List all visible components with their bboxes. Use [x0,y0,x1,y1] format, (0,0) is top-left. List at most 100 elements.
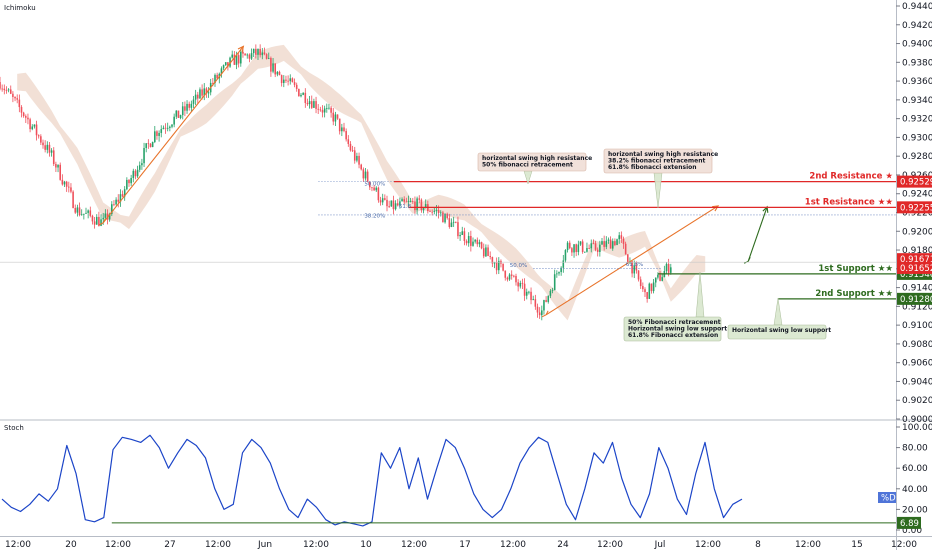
candle-body [489,256,491,258]
candle-body [390,200,393,207]
candle-body [212,82,214,84]
level-price-tag [897,175,932,188]
candle-body [386,199,388,207]
uptrend-arrow-head [237,45,245,53]
level-4: 2nd Support ★★ 0.91280 [778,289,932,305]
callout-box [477,152,587,172]
candle-body [455,221,457,223]
candle-body [50,150,53,153]
candle-body [315,101,317,109]
candle-body [667,263,670,273]
fib-label: 61.8% [626,262,643,268]
candle-body [439,212,442,214]
extension-arrow-tail [541,310,549,318]
candle-body [126,179,128,190]
time-axis-tick-label: 12:00 [401,540,427,550]
candle-body [510,274,513,276]
candle-body [323,108,326,113]
candle-body [145,143,147,148]
candle-body [487,247,489,257]
candle-body [65,181,68,187]
time-axis-tick-label: 8 [755,540,761,550]
candle-body [134,170,137,177]
candle-body [560,267,562,273]
candle-body [111,204,113,215]
candle-body [338,118,341,132]
candle-body [68,186,70,188]
candle-body [33,124,36,127]
candle-body [431,211,433,213]
candle-body [310,101,313,108]
callout-text-line: 61.8% Fibonacci extension [628,332,718,339]
candle-body [74,207,77,213]
candle-body [242,51,244,54]
candle-body [192,99,195,104]
candle-body [407,201,410,202]
candle-body [42,142,44,146]
candle-body [18,99,21,108]
time-axis-tick-label: 12:00 [597,540,623,550]
stoch-d-line [1,434,743,527]
candle-body [624,243,627,255]
stoch-axis-tick-label: 40.00 [902,485,928,495]
candle-body [184,106,186,111]
candle-body [442,212,444,223]
candle-body [403,199,405,202]
candle-body [618,235,620,240]
candle-body [274,63,276,75]
candle-body [452,221,455,223]
candle-body [541,310,543,316]
candle-body [566,242,569,251]
candle-body [261,52,264,56]
candle-body [424,204,427,208]
level-price-text: 0.91546 [900,270,932,280]
candle-body [147,143,150,145]
candle-body [558,272,560,274]
callout-text-line: horizontal swing high resistance [482,155,592,162]
candle-body [418,198,421,200]
candle-body [76,207,79,213]
candle-body [304,92,307,103]
uptrend-arrow-tail [98,218,106,226]
candle-body [414,201,416,211]
candle-body [349,143,352,151]
candle-body [158,132,160,136]
candle-body [207,92,210,94]
time-axis-tick-label: Jun [257,540,272,550]
candle-body [3,88,6,91]
time-axis-tick-label: 12:00 [891,540,917,550]
level-label: 1st Support ★★ [818,264,893,274]
candle-body [216,74,218,79]
extension-arrow-head [712,205,720,212]
candle-body [444,213,446,223]
candle-body [255,48,257,55]
candle-body [575,244,577,253]
candle-body [22,112,25,117]
candle-body [263,52,266,55]
candle-body [267,57,270,59]
candle-body [276,71,279,75]
candle-body [463,231,466,242]
candle-body [465,241,468,244]
candle-body [384,198,386,200]
candle-body [123,189,126,197]
trend-arrows [98,45,769,318]
time-axis-tick-label: 15 [851,540,862,550]
candle-body [91,215,94,222]
candle-body [611,241,614,249]
candle-body [532,299,534,301]
candle-body [46,144,49,150]
level-price-text: 0.92255 [900,203,932,213]
candle-body [117,199,120,202]
candle-body [321,110,324,113]
stoch-reference-tag [897,516,921,529]
candle-body [493,262,496,264]
candle-body [480,242,483,249]
candle-body [214,74,216,84]
